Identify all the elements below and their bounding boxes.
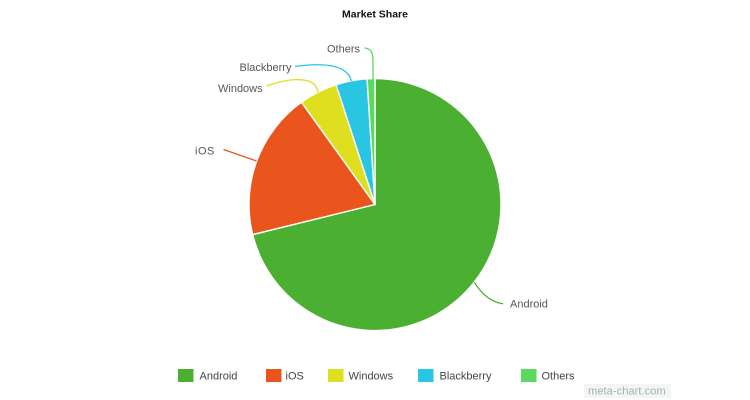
svg-text:Market Share: Market Share	[342, 9, 408, 21]
svg-text:Others: Others	[542, 371, 576, 383]
svg-text:Android: Android	[510, 299, 548, 311]
svg-text:Windows: Windows	[349, 371, 394, 383]
svg-text:meta-chart.com: meta-chart.com	[588, 385, 666, 397]
svg-text:iOS: iOS	[195, 146, 215, 158]
svg-text:Android: Android	[200, 371, 238, 383]
svg-text:Blackberry: Blackberry	[440, 371, 492, 383]
svg-text:Blackberry: Blackberry	[240, 62, 292, 74]
svg-text:Others: Others	[327, 44, 361, 56]
svg-text:Windows: Windows	[218, 83, 263, 95]
svg-text:iOS: iOS	[286, 371, 304, 383]
